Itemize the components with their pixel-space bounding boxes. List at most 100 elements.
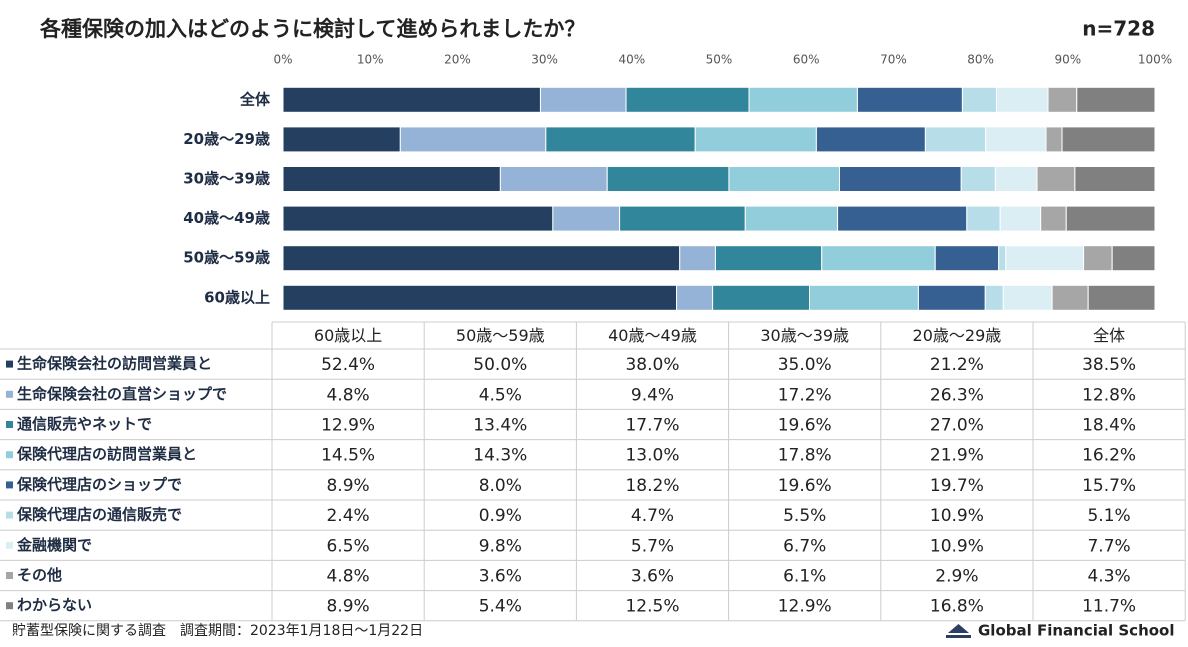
bar-segment bbox=[712, 284, 811, 311]
bar-segment bbox=[552, 205, 621, 232]
brand-logo: Global Financial School bbox=[946, 622, 1175, 640]
bar-segment bbox=[998, 245, 1007, 272]
bar-segment bbox=[838, 166, 962, 192]
brand-name: Global Financial School bbox=[978, 622, 1175, 640]
table-cell: 14.3% bbox=[473, 446, 527, 466]
table-cell: 12.8% bbox=[1082, 385, 1136, 405]
x-tick-label: 0% bbox=[273, 53, 292, 67]
x-tick-label: 10% bbox=[357, 53, 384, 67]
bar-segment bbox=[1005, 245, 1085, 272]
bar-segment bbox=[1111, 245, 1156, 272]
legend-marker bbox=[6, 421, 13, 428]
legend-label: 保険代理店の訪問営業員と bbox=[16, 445, 197, 463]
table-cell: 18.4% bbox=[1082, 416, 1136, 436]
table-cell: 19.6% bbox=[778, 476, 832, 496]
table-cell: 2.4% bbox=[326, 506, 369, 526]
y-tick-label: 30歳～39歳 bbox=[183, 170, 270, 188]
legend-marker bbox=[6, 572, 13, 579]
table-column-header: 20歳～29歳 bbox=[913, 326, 1002, 345]
bar-segment bbox=[1087, 284, 1156, 311]
table-cell: 52.4% bbox=[321, 355, 375, 375]
bar-segment bbox=[282, 205, 554, 232]
table-cell: 3.6% bbox=[631, 567, 674, 587]
table-cell: 9.8% bbox=[479, 536, 522, 556]
table-cell: 11.7% bbox=[1082, 597, 1136, 617]
x-tick-label: 30% bbox=[531, 53, 558, 67]
table-column-header: 40歳～49歳 bbox=[608, 326, 697, 345]
bar-segment bbox=[815, 126, 926, 153]
bar-segment bbox=[282, 126, 401, 153]
table-cell: 18.2% bbox=[625, 476, 679, 496]
table-cell: 5.1% bbox=[1087, 506, 1130, 526]
bar-segment bbox=[821, 245, 936, 272]
table-cell: 10.9% bbox=[930, 536, 984, 556]
chart-title: 各種保険の加入はどのように検討して進められましたか？ bbox=[39, 17, 585, 41]
legend-label: 保険代理店の通信販売で bbox=[16, 506, 182, 524]
table-cell: 13.4% bbox=[473, 416, 527, 436]
table-cell: 27.0% bbox=[930, 416, 984, 436]
table-cell: 9.4% bbox=[631, 385, 674, 405]
table-cell: 12.9% bbox=[778, 597, 832, 617]
table-cell: 35.0% bbox=[778, 355, 832, 375]
bar-segment bbox=[1036, 166, 1076, 192]
table-cell: 17.8% bbox=[778, 446, 832, 466]
legend-label: 金融機関で bbox=[16, 536, 92, 554]
legend-label: 生命保険会社の直営ショップで bbox=[17, 385, 227, 403]
table-cell: 16.2% bbox=[1082, 446, 1136, 466]
bar-segment bbox=[1074, 166, 1156, 192]
bar-segment bbox=[966, 205, 1001, 232]
bar-segment bbox=[282, 166, 501, 192]
table-cell: 2.9% bbox=[935, 567, 978, 587]
sample-size: n=728 bbox=[1082, 17, 1155, 41]
x-tick-label: 50% bbox=[706, 53, 733, 67]
legend-label: 通信販売やネットで bbox=[17, 415, 152, 433]
table-cell: 3.6% bbox=[479, 567, 522, 587]
table-cell: 26.3% bbox=[930, 385, 984, 405]
table-cell: 7.7% bbox=[1087, 536, 1130, 556]
table-cell: 4.3% bbox=[1087, 567, 1130, 587]
table-cell: 6.7% bbox=[783, 536, 826, 556]
bar-segment bbox=[625, 86, 750, 113]
bar-segment bbox=[545, 126, 696, 153]
table-column-header: 50歳～59歳 bbox=[456, 326, 545, 345]
y-tick-label: 50歳～59歳 bbox=[183, 249, 270, 267]
table-cell: 5.5% bbox=[783, 506, 826, 526]
table-cell: 12.5% bbox=[625, 597, 679, 617]
legend-marker bbox=[6, 390, 13, 398]
bar-segment bbox=[1065, 205, 1156, 232]
bar-segment bbox=[917, 284, 986, 311]
table-cell: 19.6% bbox=[778, 416, 832, 436]
x-tick-label: 70% bbox=[880, 53, 907, 67]
bar-segment bbox=[934, 245, 1000, 272]
bar-segment bbox=[282, 284, 678, 311]
x-tick-label: 60% bbox=[793, 53, 820, 67]
x-tick-label: 90% bbox=[1054, 53, 1081, 67]
table-cell: 17.2% bbox=[778, 385, 832, 405]
legend-marker bbox=[6, 360, 13, 368]
y-tick-label: 40歳～49歳 bbox=[183, 209, 270, 227]
bar-segment bbox=[748, 86, 858, 113]
table-cell: 19.7% bbox=[930, 476, 984, 496]
table-cell: 21.2% bbox=[930, 355, 984, 375]
legend-label: 保険代理店のショップで bbox=[16, 475, 182, 493]
bar-segment bbox=[694, 126, 817, 153]
table-cell: 12.9% bbox=[321, 416, 375, 436]
table-column-header: 30歳～39歳 bbox=[760, 326, 849, 345]
table-cell: 10.9% bbox=[930, 506, 984, 526]
table-cell: 8.0% bbox=[479, 476, 522, 496]
bar-segment bbox=[999, 205, 1042, 232]
legend-marker bbox=[6, 541, 13, 549]
bar-segment bbox=[1083, 245, 1113, 272]
legend-marker bbox=[6, 481, 13, 489]
y-tick-label: 60歳以上 bbox=[204, 288, 270, 306]
bar-segment bbox=[499, 166, 608, 192]
bar-segment bbox=[619, 205, 746, 232]
bar-segment bbox=[809, 284, 919, 311]
table-cell: 4.7% bbox=[631, 506, 674, 526]
table-cell: 38.5% bbox=[1082, 355, 1136, 375]
bar-segment bbox=[714, 245, 823, 272]
bar-segment bbox=[996, 86, 1049, 113]
bar-segment bbox=[1061, 126, 1156, 153]
bar-segment bbox=[606, 166, 730, 192]
